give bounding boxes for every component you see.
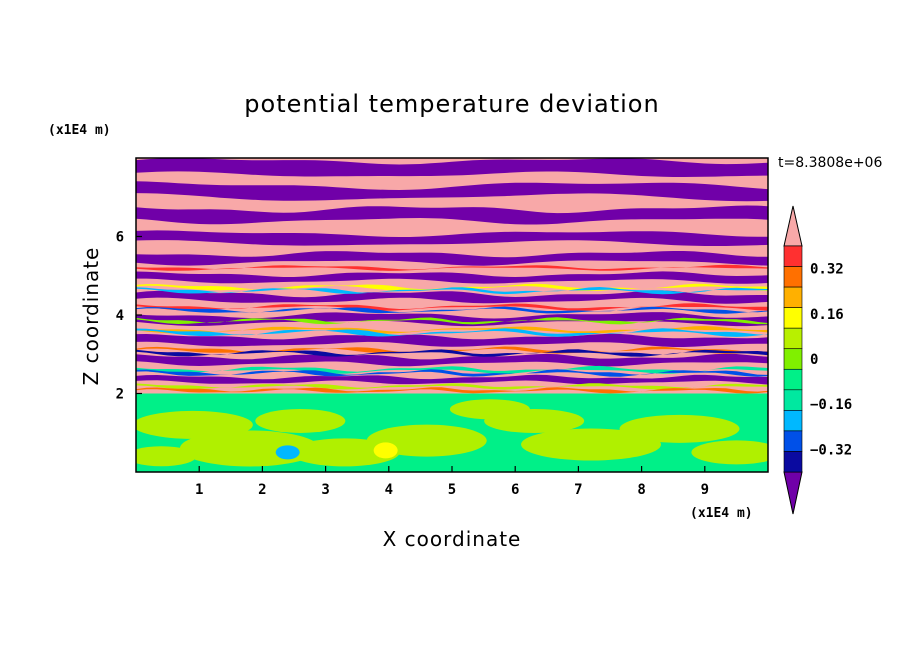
x-tick-label: 6 [511,482,519,498]
colorbar-tick-label: 0.32 [810,262,844,278]
field-blob [136,446,197,467]
colorbar-swatch [783,410,803,432]
field-blob [255,408,346,433]
colorbar: 0.32 0.16 0 −0.16 −0.32 [783,205,852,515]
field-band-purple [136,251,768,266]
field-band-purple [136,333,768,347]
field-band-thin [136,387,768,394]
field-blob [449,399,530,420]
x-tick-label: 9 [701,482,709,498]
field-blob [521,428,662,461]
colorbar-swatch [783,368,803,391]
x-tick-label: 7 [574,482,582,498]
colorbar-tick-label: −0.16 [810,397,852,413]
field-band-thin [136,328,768,337]
y-axis-label: Z coordinate [79,247,103,386]
field-band-thin [136,383,768,390]
x-tick-label: 4 [385,482,393,498]
field-band-purple [136,158,768,177]
field-band-thin [136,369,768,377]
colorbar-swatch [783,286,803,308]
y-tick-label: 2 [116,387,124,403]
field-band-thin [136,306,768,314]
x-axis-ticks: 1 2 3 4 5 6 7 8 9 [195,466,709,498]
field-band-purple [136,230,768,246]
time-label: t=8.3808e+06 [778,155,882,171]
x-tick-label: 3 [321,482,329,498]
colorbar-tick-label: 0.16 [810,307,844,323]
chart-title: potential temperature deviation [244,90,659,118]
field-band-purple [136,374,768,385]
y-tick-label: 6 [116,230,124,246]
colorbar-swatch [783,451,803,473]
field-band-purple [136,181,768,202]
colorbar-swatch [783,327,803,350]
field-band-thin [136,264,768,271]
field-band-purple [136,205,768,225]
field-band-purple [136,290,768,304]
y-axis-ticks: 2 4 6 [116,230,142,403]
colorbar-swatch [783,245,803,267]
y-unit-label: (x1E4 m) [48,123,111,138]
field-band-thin [136,346,768,354]
field-band-thin [136,349,768,357]
field-blob-yellow [373,442,398,459]
field-band-thin [136,287,768,295]
colorbar-tick-label: 0 [810,352,818,368]
field-band-thin [136,317,768,325]
colorbar-swatch [783,348,803,370]
colorbar-swatch [783,266,803,288]
colorbar-extend-top [783,205,803,247]
x-unit-label: (x1E4 m) [690,506,753,521]
x-tick-label: 8 [637,482,645,498]
field-band-thin [136,303,768,311]
x-tick-label: 1 [195,482,203,498]
colorbar-extend-bottom [783,471,803,515]
colorbar-swatch [783,430,803,452]
field-blob-cyan [275,445,300,460]
colorbar-swatch [783,307,803,329]
field-blob [619,414,740,443]
field-band-purple [136,271,768,284]
field-band-purple [136,353,768,367]
field-band-purple [136,312,768,327]
x-tick-label: 5 [448,482,456,498]
field-band-thin [136,365,768,374]
colorbar-swatch [783,389,803,411]
y-tick-label: 4 [116,308,124,324]
x-tick-label: 2 [258,482,266,498]
field-band-thin [136,326,768,334]
colorbar-tick-label: −0.32 [810,442,852,458]
field-blob [691,440,768,465]
contour-plot-area [136,158,768,472]
x-axis-label: X coordinate [383,527,522,551]
